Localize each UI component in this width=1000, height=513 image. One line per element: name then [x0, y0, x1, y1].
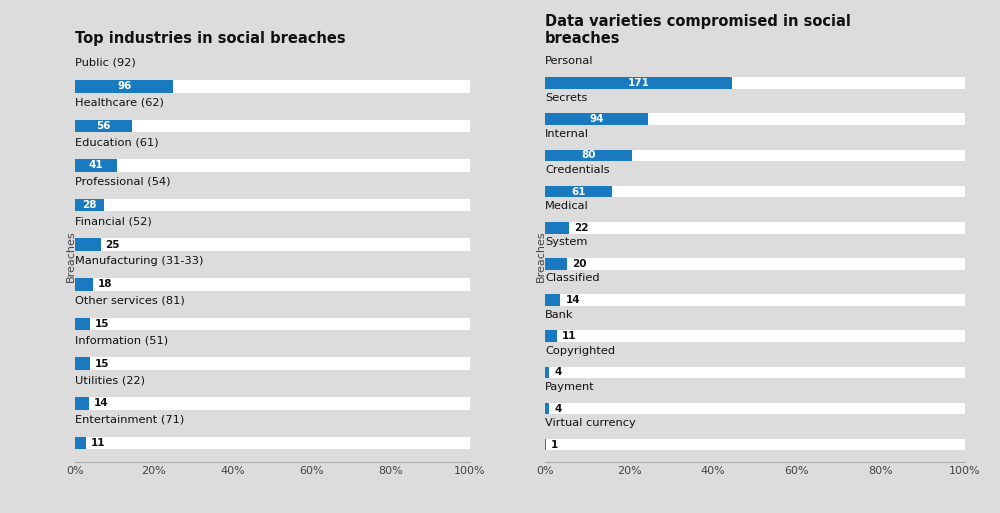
Bar	[545, 258, 567, 270]
Text: Professional (54): Professional (54)	[75, 177, 170, 187]
Text: 22: 22	[574, 223, 589, 233]
Bar	[545, 403, 965, 415]
Bar	[545, 439, 546, 450]
Text: 18: 18	[98, 280, 113, 289]
Text: 25: 25	[105, 240, 120, 250]
Text: 11: 11	[562, 331, 577, 341]
Text: 1: 1	[551, 440, 558, 450]
Bar	[545, 222, 965, 233]
Y-axis label: Breaches: Breaches	[66, 231, 76, 282]
Text: Information (51): Information (51)	[75, 336, 168, 346]
Bar	[75, 199, 104, 211]
Text: Education (61): Education (61)	[75, 137, 159, 147]
Bar	[545, 258, 965, 270]
Text: 28: 28	[82, 200, 97, 210]
Bar	[545, 222, 569, 233]
Text: Manufacturing (31-33): Manufacturing (31-33)	[75, 256, 203, 266]
Text: Public (92): Public (92)	[75, 58, 136, 68]
Text: 56: 56	[96, 121, 111, 131]
Bar	[75, 80, 173, 92]
Text: 96: 96	[117, 81, 131, 91]
Text: System: System	[545, 238, 587, 247]
Text: Top industries in social breaches: Top industries in social breaches	[75, 31, 346, 46]
Text: Credentials: Credentials	[545, 165, 610, 175]
Bar	[75, 437, 470, 449]
Text: 14: 14	[565, 295, 580, 305]
Text: Virtual currency: Virtual currency	[545, 418, 636, 428]
Text: Utilities (22): Utilities (22)	[75, 375, 145, 385]
Bar	[75, 358, 470, 370]
Bar	[545, 330, 965, 342]
Text: Payment: Payment	[545, 382, 595, 392]
Bar	[75, 278, 470, 291]
Text: 41: 41	[89, 161, 103, 170]
Bar	[545, 77, 965, 89]
Bar	[545, 439, 965, 450]
Text: Classified: Classified	[545, 273, 600, 284]
Bar	[75, 120, 470, 132]
Bar	[545, 294, 560, 306]
Text: 80: 80	[581, 150, 596, 161]
Bar	[545, 113, 648, 125]
Text: 11: 11	[91, 438, 106, 448]
Bar	[545, 294, 965, 306]
Bar	[545, 113, 965, 125]
Text: Personal: Personal	[545, 56, 594, 67]
Bar	[545, 330, 557, 342]
Bar	[545, 367, 965, 378]
Text: Internal: Internal	[545, 129, 589, 139]
Bar	[545, 150, 632, 161]
Text: 61: 61	[571, 187, 586, 196]
Bar	[545, 150, 965, 161]
Bar	[75, 437, 86, 449]
Text: Healthcare (62): Healthcare (62)	[75, 97, 164, 108]
Text: 14: 14	[94, 399, 109, 408]
Bar	[75, 318, 90, 330]
Text: Financial (52): Financial (52)	[75, 216, 152, 227]
Bar	[75, 239, 101, 251]
Bar	[75, 318, 470, 330]
Text: Other services (81): Other services (81)	[75, 296, 185, 306]
Y-axis label: Breaches: Breaches	[536, 231, 546, 282]
Text: 15: 15	[95, 359, 110, 369]
Bar	[75, 239, 470, 251]
Bar	[545, 186, 965, 198]
Bar	[545, 186, 612, 198]
Bar	[75, 159, 117, 172]
Bar	[545, 367, 549, 378]
Bar	[75, 159, 470, 172]
Bar	[545, 403, 549, 415]
Text: Medical: Medical	[545, 201, 589, 211]
Bar	[75, 80, 470, 92]
Text: 171: 171	[627, 78, 649, 88]
Bar	[75, 199, 470, 211]
Text: 4: 4	[554, 367, 562, 378]
Bar	[75, 278, 93, 291]
Text: Data varieties compromised in social
breaches: Data varieties compromised in social bre…	[545, 13, 851, 46]
Text: 20: 20	[572, 259, 586, 269]
Bar	[545, 77, 732, 89]
Text: 15: 15	[95, 319, 110, 329]
Bar	[75, 358, 90, 370]
Bar	[75, 120, 132, 132]
Bar	[75, 397, 89, 410]
Text: 94: 94	[589, 114, 604, 124]
Text: Secrets: Secrets	[545, 93, 587, 103]
Text: Bank: Bank	[545, 310, 574, 320]
Bar	[75, 397, 470, 410]
Text: Entertainment (71): Entertainment (71)	[75, 415, 184, 425]
Text: Copyrighted: Copyrighted	[545, 346, 615, 356]
Text: 4: 4	[554, 404, 562, 413]
